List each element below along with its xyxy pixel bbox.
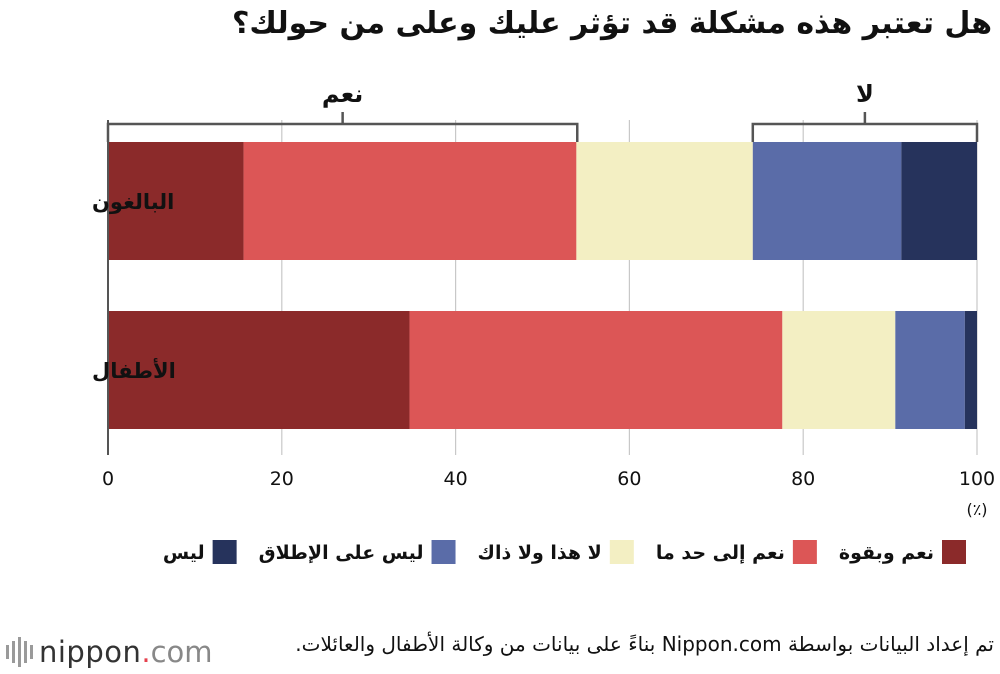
legend-label-2: لا هذا ولا ذاك — [478, 542, 602, 564]
x-tick-label-100: 100 — [959, 468, 995, 490]
bar-1-3 — [895, 311, 965, 429]
logo-name: nippon — [39, 635, 142, 669]
legend-label-0: نعم وبقوة — [839, 542, 934, 564]
category-labels: البالغون الأطفال — [92, 190, 176, 383]
bracket-0 — [106, 122, 579, 142]
legend-swatch-2 — [609, 540, 634, 564]
bar-0-0 — [108, 142, 244, 260]
bar-0-4 — [901, 142, 977, 260]
bar-1-4 — [964, 311, 977, 429]
logo-bars-icon — [6, 637, 33, 667]
legend-label-4: ليس — [163, 542, 205, 564]
category-label-1: الأطفال — [92, 357, 176, 383]
bar-1-2 — [782, 311, 896, 429]
category-label-0: البالغون — [92, 190, 174, 214]
grouping-brackets: نعم لا — [106, 80, 979, 142]
bar-0-1 — [243, 142, 577, 260]
x-tick-label-20: 20 — [270, 468, 294, 490]
legend-swatch-0 — [942, 540, 966, 564]
bars — [108, 142, 977, 429]
legend-swatch-4 — [212, 540, 237, 564]
bar-0-3 — [752, 142, 902, 260]
legend-swatch-3 — [431, 540, 456, 564]
bar-1-1 — [409, 311, 783, 429]
bar-1-0 — [108, 311, 410, 429]
x-tick-label-60: 60 — [617, 468, 641, 490]
bracket-label-0: نعم — [322, 80, 363, 108]
logo-tld: com — [150, 635, 213, 669]
bracket-label-1: لا — [856, 80, 874, 108]
legend: نعم وبقوة نعم إلى حد ما لا هذا ولا ذاك ليس … — [163, 540, 966, 564]
x-tick-label-40: 40 — [444, 468, 468, 490]
bracket-1 — [751, 122, 979, 142]
nippon-logo: nippon.com — [6, 634, 213, 670]
x-unit-label: (٪) — [966, 500, 987, 519]
x-tick-label-80: 80 — [791, 468, 815, 490]
legend-swatch-1 — [792, 540, 817, 564]
legend-label-1: نعم إلى حد ما — [656, 542, 785, 564]
x-tick-labels: 0 20 40 60 80 100 (٪) — [102, 468, 995, 519]
bar-0-2 — [576, 142, 753, 260]
stacked-bar-chart: نعم لا البالغون الأطفال 0 20 40 60 80 100 (٪) نع… — [92, 80, 995, 564]
legend-label-3: ليس على الإطلاق — [259, 542, 424, 564]
logo-dot: . — [141, 635, 151, 669]
x-tick-label-0: 0 — [102, 468, 114, 490]
source-note: تم إعداد البيانات بواسطة Nippon.com بناء… — [295, 632, 994, 656]
chart-title: هل تعتبر هذه مشكلة قد تؤثر عليك وعلى من … — [232, 6, 992, 41]
